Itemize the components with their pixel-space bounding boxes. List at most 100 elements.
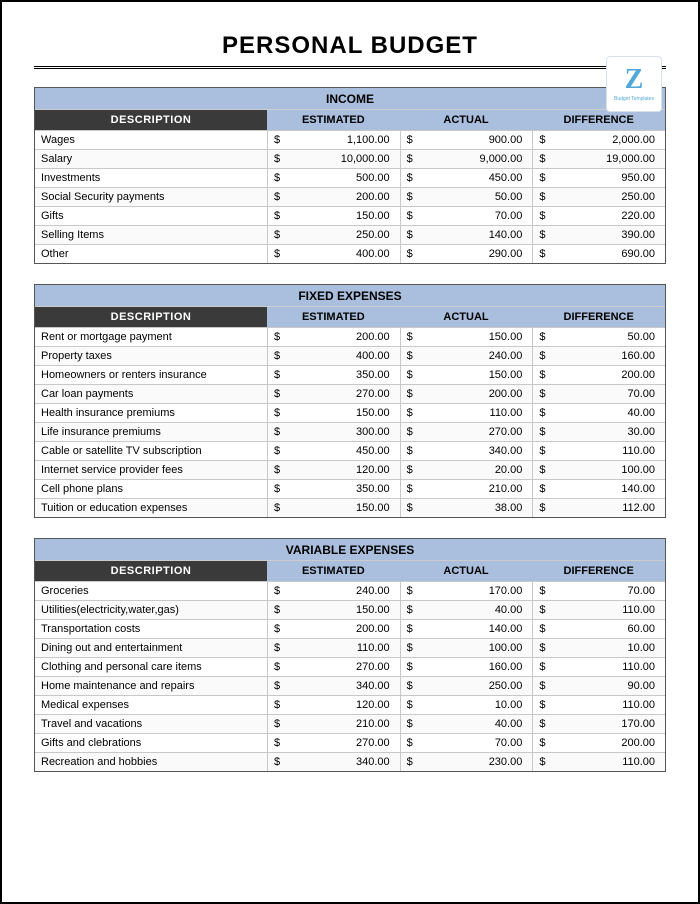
- table-row: Life insurance premiums$300.00$270.00$30…: [35, 422, 665, 441]
- cell-value: 20.00: [421, 461, 523, 479]
- cell-difference: $220.00: [532, 207, 665, 225]
- currency-symbol: $: [539, 188, 553, 206]
- cell-difference: $200.00: [532, 366, 665, 384]
- column-header-actual: ACTUAL: [400, 561, 533, 581]
- cell-difference: $50.00: [532, 328, 665, 346]
- cell-difference: $200.00: [532, 734, 665, 752]
- column-header-row: DESCRIPTIONESTIMATEDACTUALDIFFERENCE: [35, 307, 665, 327]
- column-header-description: DESCRIPTION: [35, 307, 267, 327]
- table-row: Health insurance premiums$150.00$110.00$…: [35, 403, 665, 422]
- table-row: Medical expenses$120.00$10.00$110.00: [35, 695, 665, 714]
- cell-estimated: $150.00: [267, 207, 400, 225]
- currency-symbol: $: [407, 366, 421, 384]
- column-header-description: DESCRIPTION: [35, 110, 267, 130]
- currency-symbol: $: [539, 499, 553, 517]
- cell-value: 400.00: [288, 347, 390, 365]
- currency-symbol: $: [407, 639, 421, 657]
- currency-symbol: $: [539, 753, 553, 771]
- currency-symbol: $: [274, 366, 288, 384]
- cell-estimated: $250.00: [267, 226, 400, 244]
- cell-value: 1,100.00: [288, 131, 390, 149]
- column-header-estimated: ESTIMATED: [267, 561, 400, 581]
- cell-difference: $950.00: [532, 169, 665, 187]
- cell-value: 9,000.00: [421, 150, 523, 168]
- currency-symbol: $: [274, 499, 288, 517]
- cell-estimated: $270.00: [267, 385, 400, 403]
- row-description: Selling Items: [35, 226, 267, 244]
- column-header-row: DESCRIPTIONESTIMATEDACTUALDIFFERENCE: [35, 561, 665, 581]
- column-header-estimated: ESTIMATED: [267, 307, 400, 327]
- currency-symbol: $: [407, 131, 421, 149]
- currency-symbol: $: [407, 328, 421, 346]
- table-row: Clothing and personal care items$270.00$…: [35, 657, 665, 676]
- cell-value: 90.00: [553, 677, 655, 695]
- cell-value: 70.00: [421, 207, 523, 225]
- cell-actual: $150.00: [400, 366, 533, 384]
- table-row: Transportation costs$200.00$140.00$60.00: [35, 619, 665, 638]
- cell-actual: $38.00: [400, 499, 533, 517]
- currency-symbol: $: [274, 188, 288, 206]
- cell-estimated: $400.00: [267, 347, 400, 365]
- cell-difference: $110.00: [532, 658, 665, 676]
- table-row: Gifts$150.00$70.00$220.00: [35, 206, 665, 225]
- currency-symbol: $: [274, 480, 288, 498]
- cell-estimated: $10,000.00: [267, 150, 400, 168]
- section-title: INCOME: [35, 88, 665, 110]
- currency-symbol: $: [407, 601, 421, 619]
- currency-symbol: $: [539, 715, 553, 733]
- cell-value: 2,000.00: [553, 131, 655, 149]
- cell-value: 390.00: [553, 226, 655, 244]
- column-header-actual: ACTUAL: [400, 110, 533, 130]
- currency-symbol: $: [274, 715, 288, 733]
- cell-estimated: $120.00: [267, 696, 400, 714]
- cell-value: 170.00: [421, 582, 523, 600]
- table-row: Recreation and hobbies$340.00$230.00$110…: [35, 752, 665, 771]
- cell-estimated: $270.00: [267, 734, 400, 752]
- currency-symbol: $: [274, 601, 288, 619]
- logo-subtitle: Budget Templates: [614, 96, 654, 102]
- cell-actual: $140.00: [400, 226, 533, 244]
- cell-value: 150.00: [288, 207, 390, 225]
- currency-symbol: $: [274, 461, 288, 479]
- cell-difference: $10.00: [532, 639, 665, 657]
- currency-symbol: $: [274, 226, 288, 244]
- table-row: Home maintenance and repairs$340.00$250.…: [35, 676, 665, 695]
- cell-value: 900.00: [421, 131, 523, 149]
- currency-symbol: $: [539, 442, 553, 460]
- cell-value: 40.00: [421, 715, 523, 733]
- row-description: Utilities(electricity,water,gas): [35, 601, 267, 619]
- cell-value: 120.00: [288, 696, 390, 714]
- cell-estimated: $200.00: [267, 620, 400, 638]
- cell-estimated: $500.00: [267, 169, 400, 187]
- cell-difference: $140.00: [532, 480, 665, 498]
- currency-symbol: $: [274, 734, 288, 752]
- cell-value: 140.00: [553, 480, 655, 498]
- currency-symbol: $: [274, 442, 288, 460]
- cell-difference: $110.00: [532, 442, 665, 460]
- cell-difference: $110.00: [532, 696, 665, 714]
- cell-difference: $70.00: [532, 385, 665, 403]
- cell-actual: $40.00: [400, 715, 533, 733]
- currency-symbol: $: [274, 696, 288, 714]
- row-description: Gifts and clebrations: [35, 734, 267, 752]
- cell-value: 40.00: [421, 601, 523, 619]
- currency-symbol: $: [274, 639, 288, 657]
- cell-actual: $240.00: [400, 347, 533, 365]
- row-description: Internet service provider fees: [35, 461, 267, 479]
- cell-value: 200.00: [288, 328, 390, 346]
- cell-actual: $70.00: [400, 734, 533, 752]
- page-title: PERSONAL BUDGET: [34, 32, 666, 66]
- currency-symbol: $: [274, 150, 288, 168]
- cell-value: 250.00: [553, 188, 655, 206]
- cell-difference: $30.00: [532, 423, 665, 441]
- currency-symbol: $: [407, 582, 421, 600]
- column-header-actual: ACTUAL: [400, 307, 533, 327]
- table-row: Investments$500.00$450.00$950.00: [35, 168, 665, 187]
- row-description: Social Security payments: [35, 188, 267, 206]
- table-row: Dining out and entertainment$110.00$100.…: [35, 638, 665, 657]
- row-description: Cable or satellite TV subscription: [35, 442, 267, 460]
- cell-value: 70.00: [553, 385, 655, 403]
- cell-value: 230.00: [421, 753, 523, 771]
- cell-value: 300.00: [288, 423, 390, 441]
- section-title: FIXED EXPENSES: [35, 285, 665, 307]
